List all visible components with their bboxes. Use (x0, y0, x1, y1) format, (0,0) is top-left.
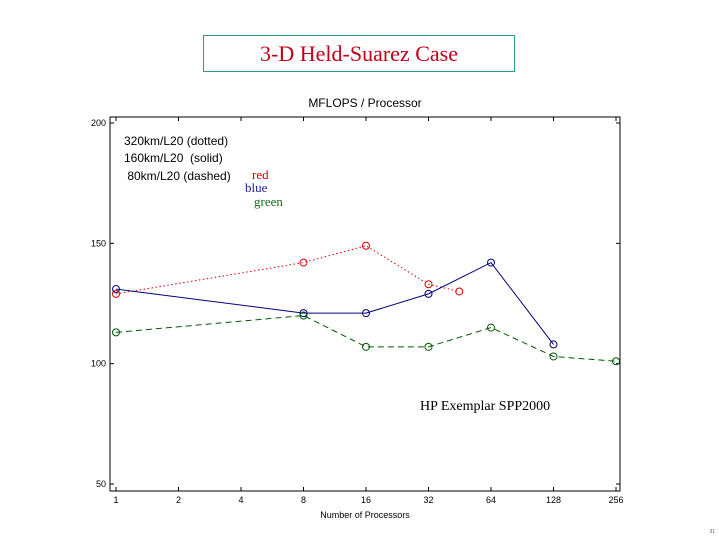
data-point-dotted (362, 241, 370, 250)
data-point-dashed (362, 342, 370, 351)
series-line-solid (115, 261, 554, 345)
page-number: 31 (709, 529, 715, 535)
x-tick-label: 4 (238, 495, 243, 505)
y-tick-label: 50 (96, 479, 106, 489)
annotation-machine: HP Exemplar SPP2000 (420, 399, 550, 414)
y-tick-label: 150 (91, 238, 106, 248)
legend-line-solid: 160km/L20 (solid) (124, 151, 223, 165)
plot-title: MFLOPS / Processor (308, 96, 421, 110)
color-notes: red blue green (245, 167, 283, 209)
data-point-solid (487, 258, 495, 267)
data-point-dashed (299, 311, 308, 320)
series-line-dotted (115, 245, 460, 295)
data-point-dotted (299, 258, 308, 267)
x-tick-label: 32 (423, 495, 433, 505)
y-tick-label: 100 (91, 359, 106, 369)
legend-line-dashed: 80km/L20 (dashed) (124, 169, 231, 183)
color-note-blue: blue (245, 180, 268, 195)
legend-line-dotted: 320km/L20 (dotted) (124, 134, 228, 148)
color-note-green: green (254, 194, 283, 209)
data-point-dotted (424, 280, 433, 289)
data-point-dashed (487, 323, 495, 332)
data-point-dashed (549, 352, 558, 361)
series-line-dashed (115, 315, 617, 362)
series-layer (112, 241, 620, 366)
plot-frame (109, 116, 621, 492)
legend: 320km/L20 (dotted) 160km/L20 (solid) 80k… (124, 134, 231, 183)
slide-title: 3-D Held-Suarez Case (203, 35, 515, 72)
data-point-dotted (112, 289, 120, 298)
data-point-solid (112, 285, 120, 294)
y-axis: 50 100 150 200 (91, 118, 620, 489)
data-point-solid (549, 340, 558, 349)
x-tick-label: 64 (486, 495, 496, 505)
data-point-solid (424, 289, 433, 298)
y-tick-label: 200 (91, 118, 106, 128)
data-point-dashed (612, 357, 620, 366)
color-note-red: red (252, 167, 269, 182)
data-point-solid (299, 309, 308, 318)
x-tick-label: 2 (176, 495, 181, 505)
x-tick-label: 1 (113, 495, 118, 505)
x-axis: 1 2 4 8 16 32 64 128 256 (113, 117, 624, 505)
slide-title-text: 3-D Held-Suarez Case (260, 40, 458, 66)
data-point-solid (362, 309, 370, 318)
x-axis-label: Number of Processors (320, 510, 410, 520)
x-tick-label: 8 (301, 495, 306, 505)
data-point-dotted (455, 287, 464, 296)
data-point-dashed (112, 328, 120, 337)
x-tick-label: 256 (608, 495, 623, 505)
data-point-dashed (424, 342, 433, 351)
x-tick-label: 16 (361, 495, 371, 505)
x-tick-label: 128 (546, 495, 561, 505)
